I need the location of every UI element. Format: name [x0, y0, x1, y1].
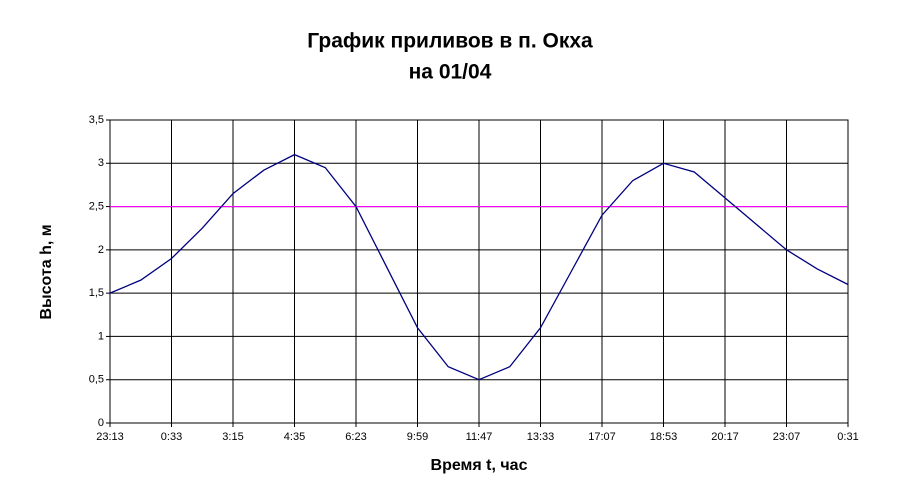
- data-line: [109, 153, 849, 381]
- x-tick-label: 6:23: [345, 431, 366, 443]
- y-tick-label: 2: [98, 244, 104, 256]
- y-tick-label: 2,5: [89, 200, 104, 212]
- x-tick-label: 20:17: [711, 431, 739, 443]
- y-tick-label: 1,5: [89, 287, 104, 299]
- y-axis-label: Высота h, м: [38, 224, 55, 319]
- x-tick-label: 3:15: [222, 431, 243, 443]
- x-tick-label: 0:33: [161, 431, 182, 443]
- y-tick-label: 1: [98, 330, 104, 342]
- y-tick-label: 3,5: [89, 114, 104, 126]
- x-tick-label: 4:35: [284, 431, 305, 443]
- y-tick-label: 0,5: [89, 374, 104, 386]
- x-tick-label: 11:47: [466, 431, 493, 443]
- x-tick-label: 23:13: [96, 431, 124, 443]
- x-axis-label: Время t, час: [431, 457, 528, 474]
- x-tick-label: 23:07: [773, 431, 801, 443]
- x-tick-label: 0:31: [837, 431, 858, 443]
- x-tick-label: 13:33: [527, 431, 555, 443]
- y-tick-label: 3: [98, 157, 104, 169]
- chart-title: График приливов в п. Окха: [307, 30, 593, 53]
- x-tick-label: 9:59: [407, 431, 428, 443]
- y-tick-label: 0: [98, 417, 104, 429]
- chart-subtitle: на 01/04: [409, 61, 492, 84]
- x-tick-label: 18:53: [650, 431, 678, 443]
- x-tick-label: 17:07: [588, 431, 616, 443]
